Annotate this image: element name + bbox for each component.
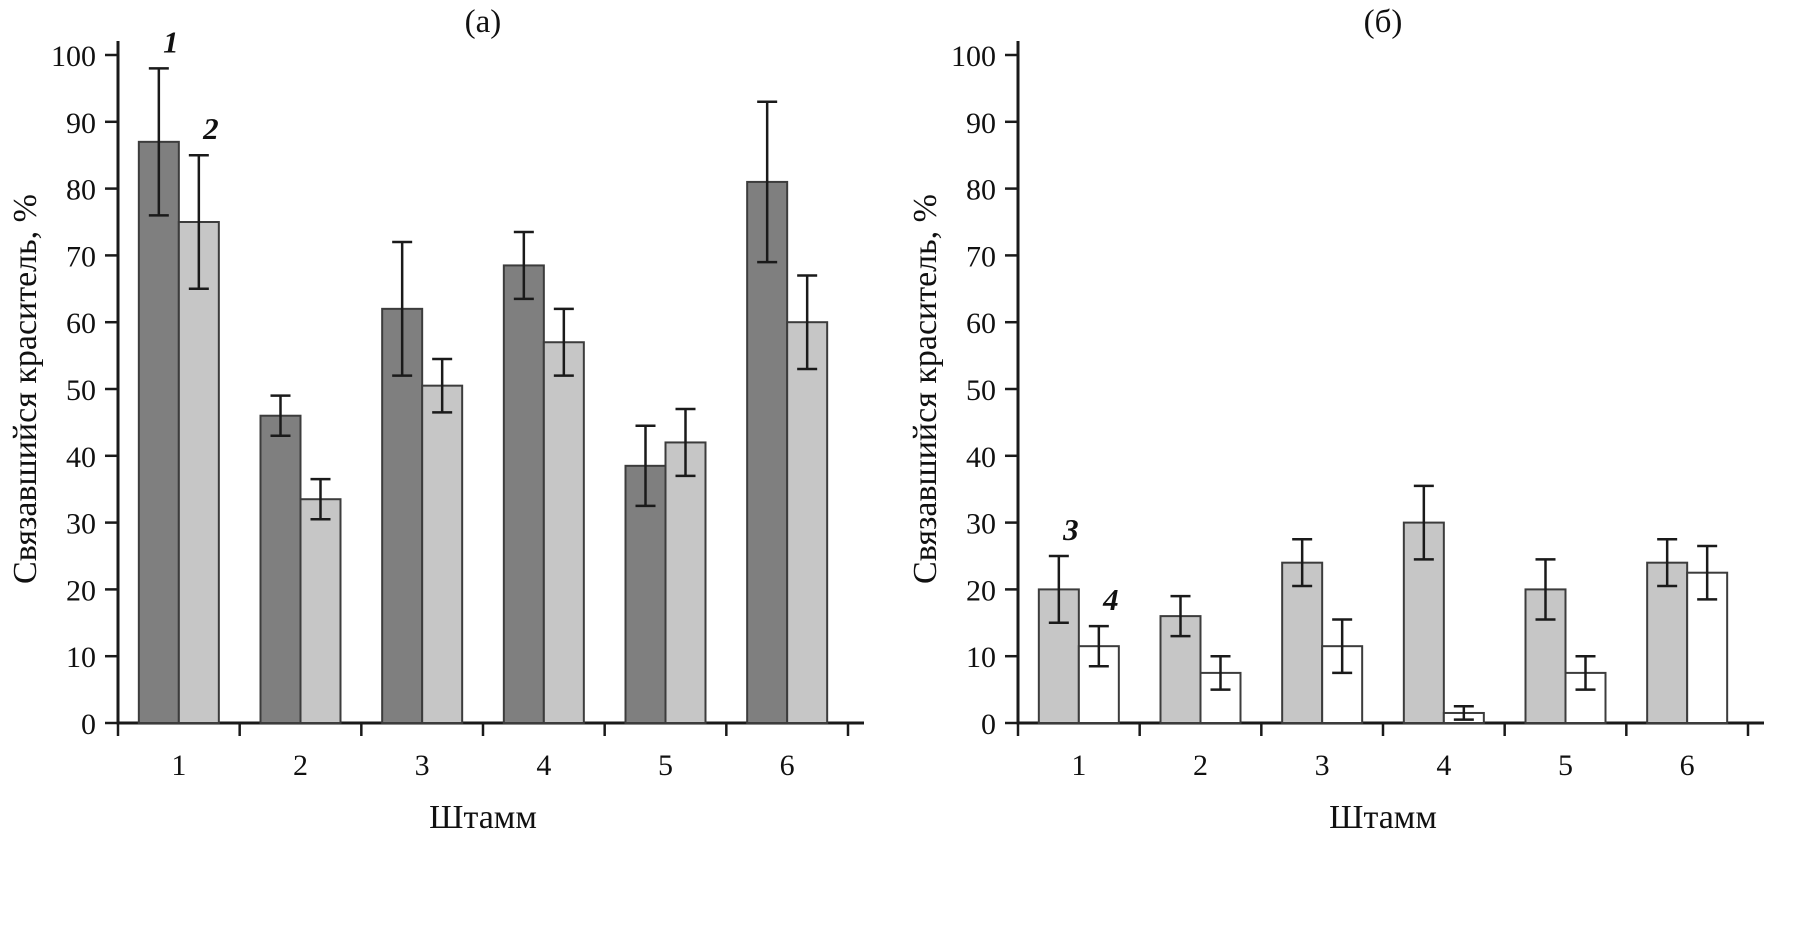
series-label-1: 1 xyxy=(163,24,179,59)
y-tick-label: 60 xyxy=(966,307,996,340)
y-tick-label: 0 xyxy=(81,708,96,741)
y-tick-label: 30 xyxy=(66,508,96,541)
x-tick-label: 1 xyxy=(1071,749,1086,782)
y-tick-label: 50 xyxy=(966,374,996,407)
y-tick-label: 70 xyxy=(66,240,96,273)
x-tick-label: 6 xyxy=(1680,749,1695,782)
x-tick-label: 4 xyxy=(1436,749,1451,782)
x-tick-label: 2 xyxy=(293,749,308,782)
y-tick-label: 80 xyxy=(66,174,96,207)
panel-title-b: (б) xyxy=(1364,4,1403,40)
x-tick-label: 3 xyxy=(415,749,430,782)
y-tick-label: 90 xyxy=(966,107,996,140)
x-tick-label: 2 xyxy=(1193,749,1208,782)
y-tick-label: 10 xyxy=(966,641,996,674)
bar-series-3-strain-3 xyxy=(1281,561,1324,724)
x-tick-label: 6 xyxy=(780,749,795,782)
bar-series-1-strain-4 xyxy=(502,264,545,724)
bar-series-1-strain-1 xyxy=(137,140,180,724)
bar-series-2-strain-1 xyxy=(177,221,220,724)
x-tick-label: 5 xyxy=(658,749,673,782)
x-tick-label: 3 xyxy=(1315,749,1330,782)
y-tick-label: 20 xyxy=(966,574,996,607)
plot-area-a: 0 10 20 30 40 50 60 70 80 90 100 1 2 3 4 5 6 1 2 xyxy=(51,24,864,782)
bar-series-2-strain-2 xyxy=(299,498,342,724)
bar-series-1-strain-6 xyxy=(746,180,789,725)
series-label-3: 3 xyxy=(1062,512,1079,547)
y-axis-title-a: Связавшийся краситель, % xyxy=(7,194,44,584)
bar-series-2-strain-3 xyxy=(421,384,464,724)
y-tick-label: 0 xyxy=(981,708,996,741)
y-tick-label: 40 xyxy=(66,441,96,474)
bar-chart-b: (б) Связавшийся краситель, % Штамм 0 10 20… xyxy=(907,4,1764,836)
x-axis-title-a: Штамм xyxy=(429,799,537,836)
bar-series-2-strain-6 xyxy=(786,321,829,724)
x-tick-label: 5 xyxy=(1558,749,1573,782)
y-tick-label: 30 xyxy=(966,508,996,541)
x-tick-label: 1 xyxy=(171,749,186,782)
y-tick-label: 100 xyxy=(51,40,96,73)
y-tick-label: 10 xyxy=(66,641,96,674)
bar-series-1-strain-2 xyxy=(259,414,302,724)
y-tick-label: 50 xyxy=(66,374,96,407)
y-tick-label: 70 xyxy=(966,240,996,273)
bar-series-2-strain-5 xyxy=(664,441,707,724)
x-tick-label: 4 xyxy=(536,749,551,782)
y-tick-label: 20 xyxy=(66,574,96,607)
x-axis-title-b: Штамм xyxy=(1329,799,1437,836)
bar-series-1-strain-3 xyxy=(381,307,424,724)
series-label-2: 2 xyxy=(202,111,219,146)
y-tick-label: 40 xyxy=(966,441,996,474)
series-label-4: 4 xyxy=(1102,582,1119,617)
y-tick-label: 90 xyxy=(66,107,96,140)
bar-series-4-strain-2 xyxy=(1199,671,1242,725)
bar-series-2-strain-4 xyxy=(542,341,585,724)
y-axis-title-b: Связавшийся краситель, % xyxy=(907,194,944,584)
chart-panel-b: (б) Связавшийся краситель, % Штамм 0 10 20… xyxy=(900,0,1799,938)
chart-panel-a: (а) Связавшийся краситель, % Штамм 0 10 20… xyxy=(7,4,864,836)
panel-title-a: (а) xyxy=(465,4,502,40)
y-tick-label: 80 xyxy=(966,174,996,207)
y-tick-label: 100 xyxy=(951,40,996,73)
bar-chart-a: (а) Связавшийся краситель, % Штамм 0 10 20… xyxy=(7,4,864,836)
y-tick-label: 60 xyxy=(66,307,96,340)
bar-series-1-strain-5 xyxy=(624,464,667,724)
